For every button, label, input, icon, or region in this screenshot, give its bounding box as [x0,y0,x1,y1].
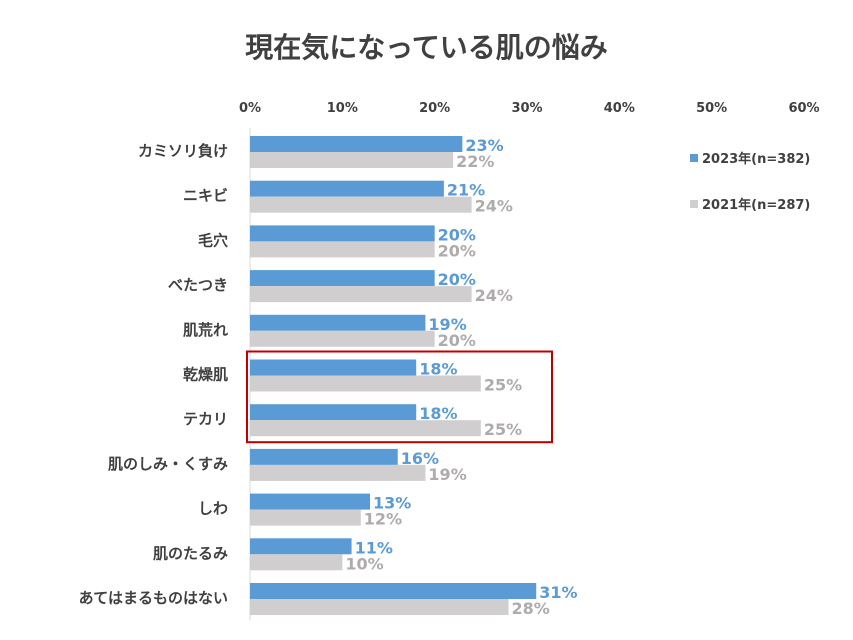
bar-series-2 [250,375,481,392]
bar-series-2 [250,599,509,615]
bar-series-2 [250,509,361,526]
x-tick-label: 60% [788,101,819,116]
category-label: ニキビ [183,187,228,205]
category-label: 肌荒れ [183,321,228,339]
data-label: 10% [345,554,383,573]
data-label: 12% [364,510,402,529]
data-label: 24% [475,286,513,305]
highlight-box [246,350,553,444]
x-tick-label: 50% [696,101,727,116]
legend-swatch [690,200,698,208]
data-label: 20% [438,331,476,350]
x-tick-label: 40% [604,101,635,116]
data-label: 23% [465,136,503,155]
data-label: 31% [539,583,577,602]
category-label: 毛穴 [198,231,228,249]
bar-series-1 [250,583,537,599]
bar-series-1 [250,538,352,555]
bar-series-2 [250,464,426,481]
data-label: 19% [428,315,466,334]
data-label: 11% [355,538,393,557]
data-label: 20% [438,270,476,289]
x-tick-label: 0% [239,101,261,116]
legend-label: 2021年(n=287) [702,197,810,213]
data-label: 16% [401,449,439,468]
data-label: 28% [512,599,550,618]
data-label: 24% [475,197,513,216]
category-label: カミソリ負け [138,142,228,160]
bar-series-1 [250,225,435,242]
bar-series-1 [250,404,417,421]
data-label: 25% [484,420,522,439]
legend-swatch [690,154,698,162]
legend-label: 2023年(n=382) [702,151,810,167]
category-label: あてはまるものはない [79,589,228,607]
bar-series-1 [250,493,371,510]
data-label: 20% [438,241,476,260]
bar-series-2 [250,241,435,258]
bar-series-2 [250,330,435,347]
bar-series-1 [250,359,417,376]
data-label: 25% [484,376,522,395]
data-label: 22% [456,152,494,171]
category-label: 肌のしみ・くすみ [108,455,228,473]
chart-title: 現在気になっている肌の悩み [245,31,608,64]
data-label: 13% [373,494,411,513]
bar-series-2 [250,286,472,303]
data-label: 19% [428,465,466,484]
bar-series-2 [250,420,481,437]
bar-series-1 [250,270,435,287]
data-label: 21% [447,181,485,200]
x-tick-label: 30% [511,101,542,116]
category-label: 乾燥肌 [183,366,228,384]
category-label: 肌のたるみ [153,544,228,562]
bar-series-2 [250,196,472,213]
bar-series-2 [250,152,454,168]
bar-series-1 [250,314,426,331]
bar-series-2 [250,554,343,571]
category-label: べたつき [168,276,228,294]
data-label: 18% [419,360,457,379]
bar-series-1 [250,448,398,465]
bar-series-1 [250,180,444,197]
category-label: テカリ [183,410,228,428]
x-tick-label: 10% [327,101,358,116]
x-tick-label: 20% [419,101,450,116]
category-label: しわ [198,500,228,518]
data-label: 20% [438,225,476,244]
bar-series-1 [250,136,463,152]
data-label: 18% [419,404,457,423]
